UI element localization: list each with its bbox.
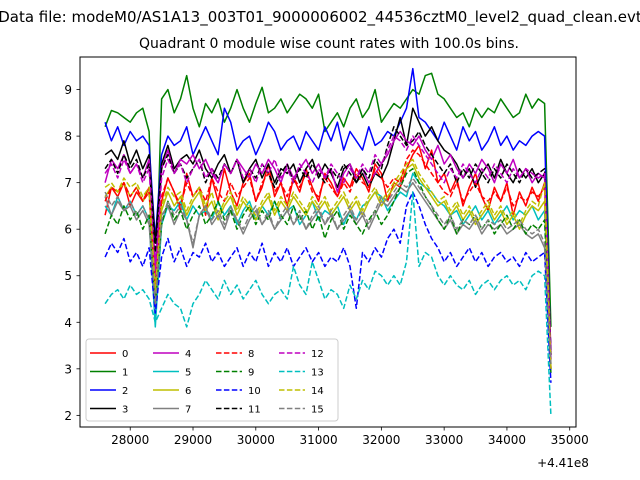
legend-label-4: 4 xyxy=(185,349,191,360)
x-tick-label: 30000 xyxy=(237,433,275,447)
x-tick-label: 32000 xyxy=(362,433,400,447)
axes-frame xyxy=(79,56,577,428)
series-line-4 xyxy=(104,130,552,351)
legend-label-1: 1 xyxy=(122,368,128,379)
legend-label-10: 10 xyxy=(248,386,261,397)
legend-label-11: 11 xyxy=(248,405,261,416)
x-axis-offset-label: +4.41e8 xyxy=(537,456,589,470)
y-tick-label: 6 xyxy=(64,223,72,237)
legend-label-13: 13 xyxy=(311,368,324,379)
plot-area xyxy=(104,67,552,416)
legend-label-2: 2 xyxy=(122,386,128,397)
y-tick-label: 4 xyxy=(64,316,72,330)
legend-label-3: 3 xyxy=(122,405,128,416)
legend-label-15: 15 xyxy=(311,405,324,416)
figure-suptitle: Data file: modeM0/AS1A13_003T01_90000060… xyxy=(0,8,640,26)
series-line-8 xyxy=(104,149,552,369)
y-tick-label: 2 xyxy=(64,409,72,423)
y-tick-label: 8 xyxy=(64,130,72,144)
y-tick-label: 3 xyxy=(64,362,72,376)
x-tick-label: 31000 xyxy=(299,433,337,447)
legend-label-0: 0 xyxy=(122,349,128,360)
legend-label-5: 5 xyxy=(185,368,191,379)
legend-label-6: 6 xyxy=(185,386,191,397)
series-line-12 xyxy=(104,135,552,360)
legend-label-9: 9 xyxy=(248,368,254,379)
series-line-14 xyxy=(104,158,552,369)
y-tick-label: 9 xyxy=(64,83,72,97)
x-tick-label: 35000 xyxy=(551,433,589,447)
series-line-13 xyxy=(104,191,552,416)
series-line-1 xyxy=(104,72,552,327)
legend-box xyxy=(85,338,339,422)
series-line-15 xyxy=(104,177,552,365)
x-tick-label: 33000 xyxy=(425,433,463,447)
series-line-10 xyxy=(104,191,552,383)
x-tick-label: 34000 xyxy=(488,433,526,447)
y-tick-label: 5 xyxy=(64,269,72,283)
series-line-0 xyxy=(104,144,552,369)
legend-label-8: 8 xyxy=(248,349,254,360)
x-tick-label: 28000 xyxy=(111,433,149,447)
chart-title: Quadrant 0 module wise count rates with … xyxy=(139,36,519,52)
legend-label-7: 7 xyxy=(185,405,191,416)
y-tick-label: 7 xyxy=(64,176,72,190)
axis-ticks: 28000 29000 30000 31000 32000 33000 34000 35000… xyxy=(64,83,588,447)
legend-label-12: 12 xyxy=(311,349,324,360)
x-tick-label: 29000 xyxy=(174,433,212,447)
legend-label-14: 14 xyxy=(311,386,324,397)
series-line-2 xyxy=(104,67,552,360)
